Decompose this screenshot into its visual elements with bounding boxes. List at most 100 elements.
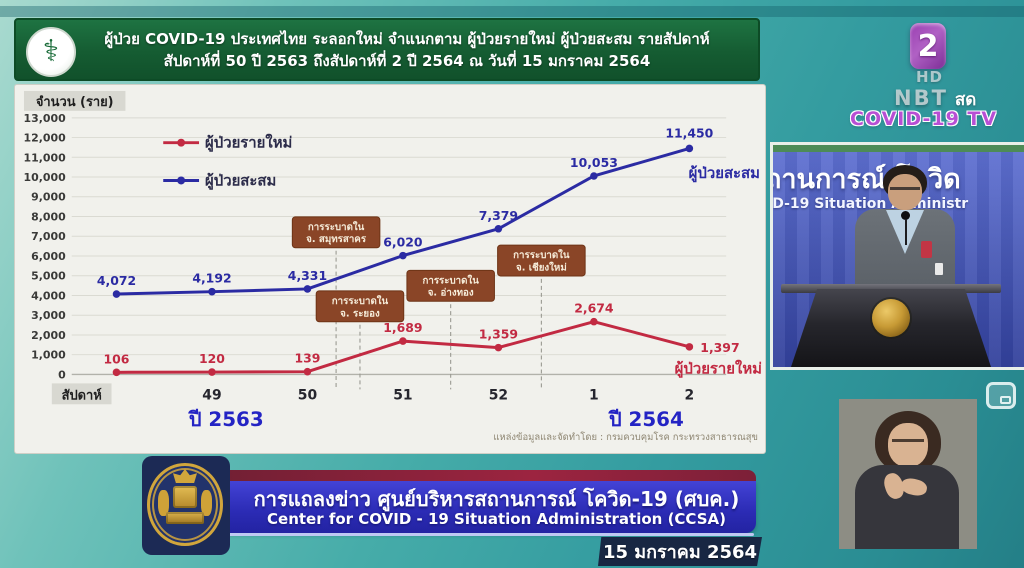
government-seal xyxy=(142,456,230,555)
backdrop-thai-text: ถานการณ์ โควิด xyxy=(770,164,961,195)
y-tick-label: 11,000 xyxy=(24,151,67,164)
channel-number: 2 xyxy=(917,28,939,64)
x-axis-title: สัปดาห์ xyxy=(62,387,102,403)
y-tick-label: 0 xyxy=(58,368,66,381)
data-point xyxy=(685,343,694,351)
data-value-label: 7,379 xyxy=(479,208,518,223)
y-tick-label: 7,000 xyxy=(31,230,66,243)
data-value-label: 2,674 xyxy=(574,301,614,316)
x-tick-label: 1 xyxy=(589,387,599,403)
chart-title-line2: สัปดาห์ที่ 50 ปี 2563 ถึงสัปดาห์ที่ 2 ปี… xyxy=(163,52,651,70)
data-point xyxy=(399,251,407,260)
y-tick-label: 3,000 xyxy=(31,309,66,322)
garuda-emblem xyxy=(872,299,910,337)
video-top-strip xyxy=(773,145,1024,152)
data-value-label: 10,053 xyxy=(570,155,618,170)
data-point xyxy=(208,287,216,296)
annotation-text-line2: จ. สมุทรสาคร xyxy=(306,234,367,245)
pip-inner-screen xyxy=(1000,396,1011,404)
hd-label: HD xyxy=(916,68,944,86)
y-tick-label: 8,000 xyxy=(31,210,66,223)
data-point xyxy=(112,290,121,298)
chart-title-line1: ผู้ป่วย COVID-19 ประเทศไทย ระลอกใหม่ จำแ… xyxy=(104,30,710,48)
legend-label: ผู้ป่วยรายใหม่ xyxy=(205,134,292,153)
annotation-box xyxy=(497,244,586,277)
data-value-label: 4,072 xyxy=(97,273,136,288)
top-teal-band xyxy=(0,6,1024,17)
annotation-box xyxy=(315,290,405,323)
data-value-label: 120 xyxy=(199,351,225,366)
seal-center-ornament xyxy=(173,486,197,508)
y-tick-label: 12,000 xyxy=(24,132,67,145)
data-point xyxy=(685,144,694,153)
broadcast-date: 15 มกราคม 2564 xyxy=(602,542,758,563)
speaker-glasses xyxy=(890,187,920,198)
annotation-text-line1: การระบาดใน xyxy=(308,221,365,233)
x-tick-label: 51 xyxy=(393,387,412,403)
pip-icon[interactable] xyxy=(986,382,1016,409)
legend-marker xyxy=(177,138,186,147)
seal-base-ornament xyxy=(166,512,204,524)
banner-bottom-edge xyxy=(204,533,755,536)
chart-titles: ผู้ป่วย COVID-19 ประเทศไทย ระลอกใหม่ จำแ… xyxy=(16,27,758,72)
data-point xyxy=(303,367,312,376)
data-point xyxy=(303,285,312,293)
cumulative-series-end-label: ผู้ป่วยสะสม xyxy=(689,164,760,183)
data-point xyxy=(208,368,216,376)
banner-red-stripe xyxy=(200,470,756,481)
x-tick-label: 49 xyxy=(202,387,221,403)
annotation-text-line2: จ. อ่างทอง xyxy=(428,288,474,299)
nbt-network-logo: NBT สด xyxy=(894,86,976,113)
banner-thai-title: การแถลงข่าว ศูนย์บริหารสถานการณ์ โควิด-1… xyxy=(253,487,740,511)
legend-marker xyxy=(177,176,186,185)
data-point xyxy=(494,224,503,233)
data-point xyxy=(590,172,598,180)
data-point xyxy=(112,368,121,377)
speaker-video-feed: ถานการณ์ โควิด ID-19 Situation Administr xyxy=(770,142,1024,370)
annotation-box xyxy=(406,269,495,302)
white-id-badge xyxy=(935,263,943,275)
data-point xyxy=(590,317,598,326)
x-tick-label: 50 xyxy=(298,387,318,403)
y-tick-label: 13,000 xyxy=(24,112,67,125)
chart-card: 0 1,000 2,000 3,000 4,000 5,000 6,000 7,000 8,00… xyxy=(14,84,766,454)
legend-label: ผู้ป่วยสะสม xyxy=(205,171,276,190)
red-id-badge xyxy=(921,241,932,258)
year-label: ปี 2564 xyxy=(608,408,684,431)
covid-weekly-line-chart: 0 1,000 2,000 3,000 4,000 5,000 6,000 7,000 8,00… xyxy=(23,90,762,443)
microphone-icon xyxy=(901,211,910,220)
annotation-box xyxy=(291,216,381,249)
data-point xyxy=(494,343,503,352)
seal-lion-right xyxy=(201,490,212,516)
date-badge: 15 มกราคม 2564 xyxy=(598,537,762,566)
speaker-face xyxy=(888,174,922,210)
new-cases-series-end-label: ผู้ป่วยรายใหม่ xyxy=(675,360,762,379)
data-value-label: 11,450 xyxy=(665,125,713,140)
annotation-text-line1: การระบาดใน xyxy=(513,249,570,261)
covid19-tv-program-label: COVID-19 TV xyxy=(850,108,998,130)
data-value-label: 1,359 xyxy=(479,327,518,342)
banner-blue-body xyxy=(200,481,756,533)
lower-third-banner: การแถลงข่าว ศูนย์บริหารสถานการณ์ โควิด-1… xyxy=(200,470,756,536)
ylabel-bg xyxy=(23,90,126,111)
data-value-label: 106 xyxy=(104,351,130,366)
y-axis-title: จำนวน (ราย) xyxy=(36,94,114,110)
interpreter-face xyxy=(888,423,928,467)
data-value-label: 6,020 xyxy=(383,235,423,250)
sign-language-interpreter-video xyxy=(839,399,977,549)
y-tick-label: 1,000 xyxy=(31,349,66,362)
seal-lion-left xyxy=(158,490,169,516)
xlabel-bg xyxy=(51,383,112,405)
chart-title-bar: ⚕ ผู้ป่วย COVID-19 ประเทศไทย ระลอกใหม่ จ… xyxy=(14,18,760,81)
microphone-stand xyxy=(905,219,907,245)
annotation-text-line1: การระบาดใน xyxy=(332,295,389,307)
x-tick-label: 2 xyxy=(685,387,695,403)
data-point xyxy=(399,337,407,345)
year-label: ปี 2563 xyxy=(188,408,264,431)
interpreter-glasses xyxy=(892,439,924,451)
caduceus-icon: ⚕ xyxy=(42,34,60,69)
y-tick-label: 6,000 xyxy=(31,250,66,263)
annotation-text-line2: จ. ระยอง xyxy=(340,308,380,319)
data-source-text: แหล่งข้อมูลและจัดทำโดย : กรมควบคุมโรค กร… xyxy=(493,431,758,443)
